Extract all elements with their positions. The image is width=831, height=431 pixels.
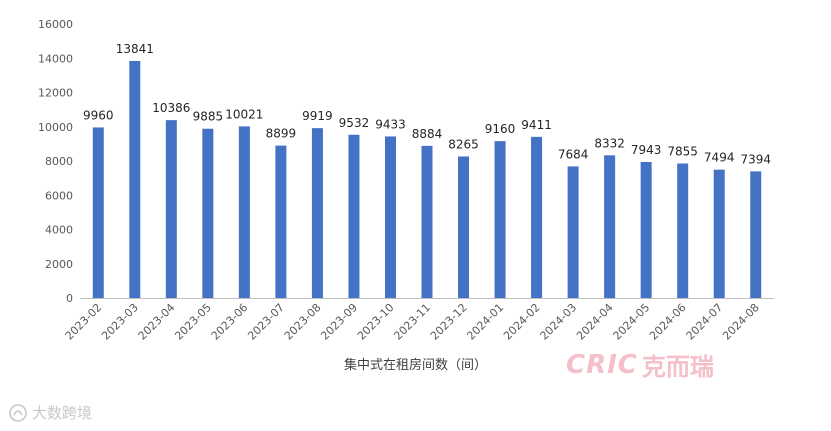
data-label: 8265: [448, 137, 479, 151]
y-tick-label: 16000: [38, 18, 73, 31]
data-label: 7394: [740, 152, 771, 166]
bar: [640, 161, 652, 298]
y-tick-label: 2000: [45, 258, 73, 271]
x-tick-label: 2024-06: [647, 301, 689, 343]
bar: [202, 128, 214, 298]
bar: [421, 145, 433, 298]
y-tick-label: 12000: [38, 87, 73, 100]
bar: [92, 127, 104, 298]
x-axis-label: 集中式在租房间数（间）: [343, 358, 487, 373]
data-label: 10021: [225, 107, 263, 121]
data-label: 13841: [116, 42, 154, 56]
y-tick-label: 4000: [45, 224, 73, 237]
bar: [531, 136, 543, 298]
x-tick-label: 2023-03: [99, 301, 141, 343]
bar: [604, 155, 616, 298]
data-label: 8332: [594, 136, 625, 150]
bar: [567, 166, 579, 298]
x-tick-label: 2024-03: [538, 301, 580, 343]
data-label: 9919: [302, 109, 333, 123]
data-label: 7684: [558, 147, 589, 161]
y-tick-label: 14000: [38, 52, 73, 65]
data-label: 9411: [521, 118, 552, 132]
x-tick-label: 2024-02: [501, 301, 543, 343]
data-label: 9433: [375, 117, 406, 131]
data-label: 9160: [485, 122, 516, 136]
x-tick-label: 2024-08: [720, 301, 762, 343]
data-label: 7943: [631, 143, 662, 157]
bar: [384, 136, 396, 298]
x-tick-label: 2023-10: [355, 301, 397, 343]
bar: [238, 126, 250, 298]
x-tick-label: 2024-04: [574, 301, 616, 343]
logo-chinese-text: 克而瑞: [641, 353, 714, 381]
watermark-logo-icon: [9, 403, 27, 422]
bar: [311, 128, 323, 298]
x-tick-label: 2023-08: [282, 301, 324, 343]
x-tick-label: 2023-02: [63, 301, 105, 343]
x-tick-label: 2023-12: [428, 301, 470, 343]
data-label: 9885: [193, 110, 224, 124]
data-label: 8899: [266, 127, 297, 141]
data-label: 7494: [704, 151, 735, 165]
bar: [750, 171, 762, 298]
x-tick-label: 2023-05: [172, 301, 214, 343]
bar: [713, 169, 725, 298]
bar: [129, 60, 141, 299]
bar: [348, 134, 360, 298]
bar: [494, 141, 506, 298]
x-tick-label: 2023-06: [209, 301, 251, 343]
x-tick-label: 2024-07: [684, 301, 726, 343]
x-tick-label: 2023-11: [391, 301, 433, 343]
cric-logo: CRIC 克而瑞: [566, 347, 714, 382]
data-label: 7855: [667, 144, 698, 158]
y-tick-label: 10000: [38, 121, 73, 134]
bar: [275, 145, 287, 298]
x-tick-label: 2023-09: [318, 301, 360, 343]
bar: [677, 163, 689, 298]
bar: [458, 156, 470, 298]
y-tick-label: 8000: [45, 155, 73, 168]
x-tick-label: 2024-01: [464, 301, 506, 343]
logo-latin-text: CRIC: [566, 349, 638, 380]
data-label: 9960: [83, 108, 114, 122]
data-label: 10386: [152, 101, 190, 115]
x-tick-label: 2023-04: [136, 301, 178, 343]
x-tick-label: 2023-07: [245, 301, 287, 343]
data-label: 9532: [339, 116, 370, 130]
x-tick-label: 2024-05: [611, 301, 653, 343]
watermark: 大数跨境: [8, 402, 92, 423]
watermark-text: 大数跨境: [32, 404, 93, 422]
y-tick-label: 0: [66, 292, 73, 305]
y-tick-label: 6000: [45, 189, 73, 202]
data-label: 8884: [412, 127, 443, 141]
bar: [165, 120, 177, 299]
